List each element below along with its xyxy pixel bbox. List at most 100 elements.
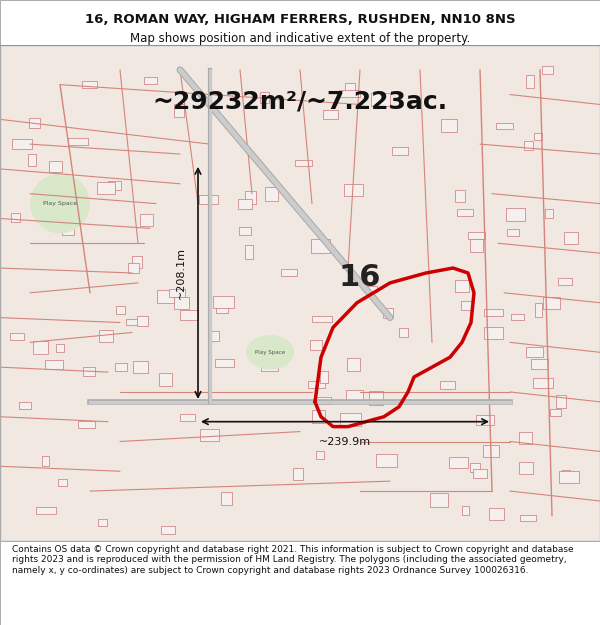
Bar: [526, 347, 542, 358]
Bar: [58, 479, 67, 486]
Bar: [293, 468, 303, 481]
Bar: [346, 390, 363, 402]
Bar: [440, 381, 455, 389]
Bar: [260, 92, 269, 103]
Text: Map shows position and indicative extent of the property.: Map shows position and indicative extent…: [130, 32, 470, 46]
Text: ~239.9m: ~239.9m: [319, 436, 371, 446]
Bar: [33, 341, 47, 354]
Bar: [137, 316, 148, 326]
Bar: [316, 451, 324, 459]
Bar: [58, 194, 73, 205]
Bar: [68, 138, 88, 145]
Bar: [449, 458, 467, 468]
Bar: [159, 372, 172, 386]
Bar: [82, 81, 97, 88]
Bar: [441, 119, 457, 132]
Bar: [133, 256, 142, 268]
Bar: [544, 298, 560, 309]
Bar: [508, 229, 519, 236]
Bar: [484, 309, 503, 316]
Bar: [97, 182, 115, 194]
Bar: [36, 507, 56, 514]
Bar: [506, 208, 524, 221]
Bar: [144, 78, 157, 84]
Bar: [545, 209, 553, 217]
Bar: [169, 289, 185, 296]
Bar: [216, 301, 228, 313]
Bar: [531, 359, 548, 369]
Bar: [265, 188, 278, 201]
Bar: [323, 111, 338, 119]
Bar: [42, 456, 49, 466]
Bar: [370, 391, 383, 404]
Bar: [371, 93, 391, 106]
Bar: [133, 361, 148, 373]
Bar: [490, 508, 504, 520]
Bar: [526, 75, 534, 88]
Text: 16, ROMAN WAY, HIGHAM FERRERS, RUSHDEN, NN10 8NS: 16, ROMAN WAY, HIGHAM FERRERS, RUSHDEN, …: [85, 12, 515, 26]
Bar: [10, 334, 23, 340]
Bar: [556, 395, 566, 408]
Bar: [239, 227, 251, 234]
Bar: [399, 328, 408, 337]
Bar: [295, 159, 313, 166]
Bar: [314, 398, 331, 404]
Bar: [468, 232, 485, 239]
Bar: [457, 209, 473, 216]
Bar: [562, 470, 569, 482]
Ellipse shape: [246, 335, 294, 369]
Bar: [519, 432, 532, 444]
Bar: [100, 330, 113, 342]
Bar: [238, 199, 252, 209]
Bar: [245, 246, 253, 259]
Bar: [116, 306, 125, 314]
Bar: [29, 118, 40, 127]
Bar: [311, 410, 325, 423]
Text: Play Space: Play Space: [255, 350, 285, 355]
Text: 16: 16: [339, 264, 381, 292]
Bar: [461, 506, 469, 515]
Bar: [179, 414, 195, 421]
Bar: [157, 291, 174, 302]
Bar: [519, 462, 533, 474]
Bar: [345, 82, 355, 93]
Bar: [310, 340, 322, 349]
Bar: [535, 303, 542, 317]
Bar: [461, 301, 473, 310]
Bar: [557, 278, 572, 285]
Bar: [312, 316, 332, 322]
Text: ~208.1m: ~208.1m: [176, 247, 186, 299]
Bar: [565, 232, 578, 244]
Bar: [108, 181, 121, 191]
Bar: [470, 239, 483, 252]
Bar: [127, 319, 146, 325]
Text: ~29232m²/~7.223ac.: ~29232m²/~7.223ac.: [152, 89, 448, 114]
Bar: [199, 195, 218, 204]
Bar: [511, 314, 524, 320]
Bar: [45, 360, 64, 369]
Bar: [483, 445, 499, 458]
Bar: [470, 462, 481, 472]
Bar: [19, 402, 31, 409]
Bar: [209, 331, 219, 341]
Bar: [392, 148, 408, 155]
Bar: [455, 191, 464, 201]
Bar: [542, 66, 553, 74]
Bar: [140, 214, 152, 226]
Bar: [200, 429, 220, 441]
Bar: [98, 519, 107, 526]
Bar: [376, 454, 397, 468]
Bar: [83, 368, 95, 376]
Bar: [11, 213, 20, 222]
Bar: [174, 104, 184, 117]
Bar: [180, 310, 197, 320]
Bar: [49, 161, 62, 172]
Bar: [221, 492, 232, 505]
Bar: [430, 494, 448, 507]
Bar: [262, 362, 278, 371]
Text: Contains OS data © Crown copyright and database right 2021. This information is : Contains OS data © Crown copyright and d…: [12, 545, 574, 574]
Bar: [115, 363, 127, 371]
Bar: [12, 139, 32, 149]
Bar: [339, 89, 360, 98]
Bar: [476, 415, 494, 425]
